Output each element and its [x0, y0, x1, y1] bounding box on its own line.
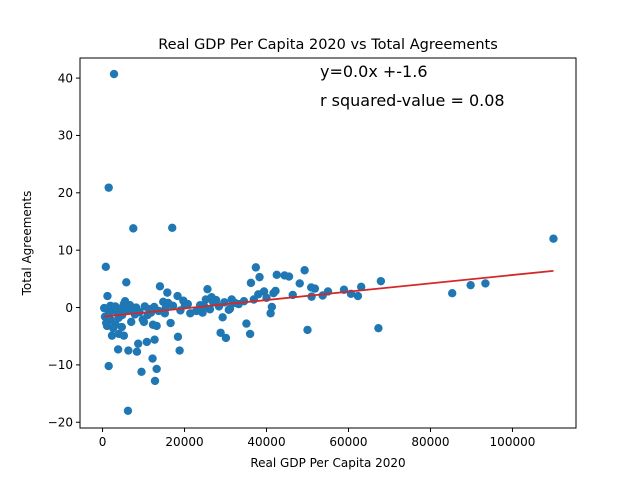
data-point — [101, 262, 111, 272]
data-point — [103, 291, 112, 301]
data-point — [168, 223, 177, 232]
x-tick-label: 100000 — [490, 435, 536, 449]
data-point — [310, 284, 320, 293]
data-point — [137, 367, 146, 376]
data-point — [117, 322, 127, 332]
data-point — [123, 406, 133, 415]
plot-frame — [79, 57, 577, 429]
data-point — [448, 288, 457, 298]
data-point — [119, 331, 129, 340]
y-tick-label: 10 — [58, 243, 73, 257]
data-point — [481, 279, 490, 288]
data-point — [142, 337, 152, 347]
regression-equation: y=0.0x +-1.6 — [320, 62, 428, 81]
x-tick-label: 0 — [99, 435, 107, 449]
data-point — [221, 333, 231, 343]
data-point — [127, 317, 136, 327]
data-point — [150, 335, 159, 344]
data-point — [109, 69, 119, 79]
data-point — [272, 270, 281, 280]
x-tick-label: 40000 — [247, 435, 285, 449]
r-squared-annotation: r squared-value = 0.08 — [320, 91, 505, 110]
data-point — [176, 306, 185, 315]
data-point — [203, 284, 212, 294]
data-point — [113, 345, 123, 354]
data-point — [255, 272, 264, 282]
data-point — [152, 364, 161, 374]
data-point — [166, 318, 175, 328]
x-axis-label: Real GDP Per Capita 2020 — [250, 456, 405, 470]
y-axis-label: Total Agreements — [20, 191, 34, 297]
data-point — [155, 282, 165, 291]
x-tick-label: 20000 — [165, 435, 203, 449]
data-point — [251, 263, 261, 272]
data-point — [173, 332, 183, 341]
data-point — [201, 295, 211, 304]
y-tick-label: 20 — [58, 186, 73, 200]
data-point — [104, 183, 113, 192]
data-point — [242, 319, 251, 328]
data-point — [192, 306, 201, 316]
data-point — [466, 280, 475, 290]
data-point — [183, 299, 193, 309]
data-point — [205, 305, 215, 314]
data-point — [246, 278, 256, 288]
data-point — [119, 299, 129, 309]
data-point — [122, 278, 131, 287]
data-point — [150, 376, 160, 386]
data-point — [271, 286, 280, 296]
data-point — [104, 361, 113, 371]
data-point — [374, 323, 383, 333]
data-point — [376, 276, 386, 286]
data-point — [549, 234, 558, 243]
regression-line — [104, 269, 554, 318]
data-point — [267, 302, 277, 312]
data-point — [146, 308, 156, 317]
data-point — [148, 354, 157, 363]
data-point — [254, 290, 263, 299]
data-point — [353, 291, 363, 301]
x-tick-label: 60000 — [329, 435, 367, 449]
data-point — [132, 347, 142, 356]
data-point — [129, 224, 138, 233]
data-point — [139, 317, 149, 327]
data-point — [168, 301, 178, 311]
y-tick-label: −20 — [48, 416, 73, 430]
data-point — [218, 313, 227, 322]
data-point — [266, 309, 275, 318]
data-point — [245, 329, 255, 339]
points-layer — [99, 69, 558, 415]
data-point — [109, 323, 118, 333]
data-point — [300, 266, 309, 275]
chart-title: Real GDP Per Capita 2020 vs Total Agreem… — [158, 37, 498, 53]
data-point — [234, 299, 243, 309]
x-axis-ticks: 0 20000 40000 60000 80000 100000 — [99, 428, 536, 449]
y-tick-label: 30 — [58, 129, 73, 143]
y-tick-label: 40 — [58, 71, 73, 85]
data-point — [112, 307, 121, 316]
x-tick-label: 80000 — [411, 435, 449, 449]
data-point — [107, 331, 117, 340]
data-point — [163, 288, 172, 297]
data-point — [225, 304, 235, 313]
regression-line-layer — [104, 269, 554, 318]
data-point — [124, 346, 133, 355]
data-point — [295, 279, 304, 288]
data-point — [284, 272, 294, 281]
data-point — [152, 321, 161, 331]
data-point — [134, 339, 143, 348]
y-tick-label: 0 — [65, 301, 73, 315]
data-point — [303, 325, 312, 335]
data-point — [173, 291, 182, 301]
data-point — [216, 328, 225, 337]
y-axis-ticks: −20 −10 0 10 20 30 40 — [48, 71, 80, 430]
data-point — [175, 346, 184, 355]
y-tick-label: −10 — [48, 358, 73, 372]
data-point — [357, 282, 366, 292]
